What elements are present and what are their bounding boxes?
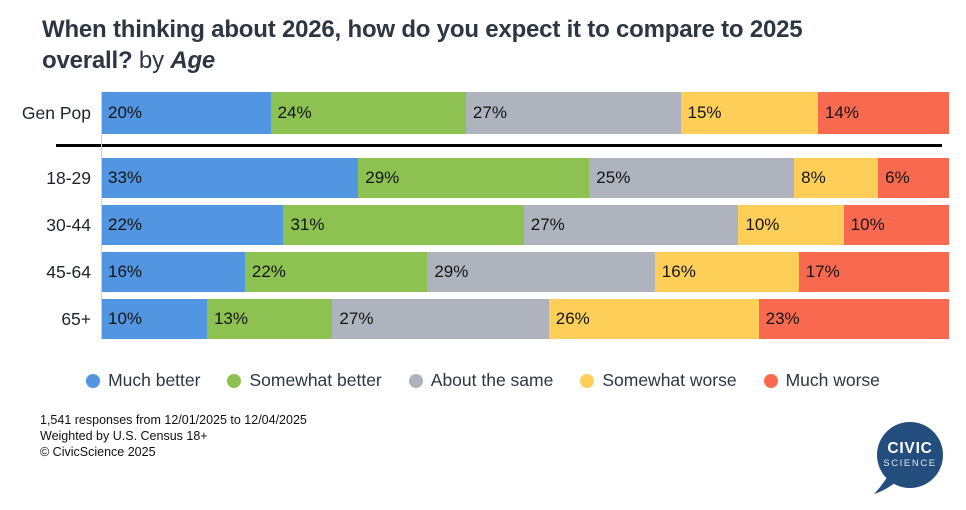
stacked-bar: 20% 24% 27% 15% 14% [101,92,949,134]
segment-value-label: 27% [530,215,565,234]
bar-segment-somewhat-better: 24% [270,92,466,134]
segment-value-label: 31% [290,215,325,234]
segment-value-label: 10% [745,215,780,234]
title-line1: When thinking about 2026, how do you exp… [42,16,803,43]
row-label: 45-64 [46,261,91,282]
bar-segment-somewhat-worse: 8% [794,158,879,198]
footnote: 1,541 responses from 12/01/2025 to 12/04… [40,412,966,460]
bar-row-18-29: 18-29 33% 29% 25% 8% 6% [0,158,949,198]
legend-label: Much worse [785,370,880,390]
segment-value-label: 15% [687,103,722,122]
segment-value-label: 27% [339,309,374,328]
segment-value-label: 29% [434,262,469,281]
title-question-end: overall? [42,47,133,74]
stacked-bar: 22% 31% 27% 10% 10% [101,205,949,245]
footnote-copyright: © CivicScience 2025 [40,445,156,459]
segment-value-label: 8% [801,168,826,187]
footnote-responses: 1,541 responses from 12/01/2025 to 12/04… [40,413,307,427]
title-breakdown: Age [170,47,216,74]
chart-title: When thinking about 2026, how do you exp… [42,14,926,76]
bar-segment-about-the-same: 25% [589,158,795,198]
bar-segment-much-worse: 6% [878,158,949,198]
legend-dot-icon [580,373,595,388]
bar-segment-much-better: 22% [101,205,284,245]
bar-segment-much-worse: 14% [817,92,949,134]
segment-value-label: 14% [824,103,859,122]
segment-value-label: 16% [661,262,696,281]
segment-value-label: 26% [555,309,590,328]
segment-value-label: 10% [850,215,885,234]
bar-segment-much-better: 33% [101,158,359,198]
y-axis-line [101,92,102,339]
civicscience-logo-bubble: CIVIC SCIENCE [874,422,943,494]
segment-value-label: 20% [108,103,143,122]
bar-segment-about-the-same: 29% [427,252,655,292]
bar-segment-somewhat-worse: 10% [738,205,844,245]
bar-segment-somewhat-better: 29% [358,158,590,198]
bar-row-65-: 65+ 10% 13% 27% 26% 23% [0,299,949,339]
segment-value-label: 22% [108,215,143,234]
bar-segment-much-worse: 17% [798,252,949,292]
title-connector: by [132,47,171,74]
segment-value-label: 6% [885,168,910,187]
footnote-weighting: Weighted by U.S. Census 18+ [40,429,208,443]
legend-item-much-better: Much better [86,370,200,391]
segment-value-label: 29% [365,168,400,187]
row-label: 65+ [61,308,91,329]
legend-dot-icon [86,373,101,388]
row-label: Gen Pop [21,102,91,123]
bar-segment-somewhat-worse: 26% [548,299,759,339]
legend-label: About the same [430,370,554,390]
row-label: 18-29 [46,167,91,188]
bar-segment-about-the-same: 27% [523,205,739,245]
genpop-separator-line [56,144,942,147]
segment-value-label: 10% [108,309,143,328]
bar-row-45-64: 45-64 16% 22% 29% 16% 17% [0,252,949,292]
segment-value-label: 22% [251,262,286,281]
legend-dot-icon [763,373,778,388]
stacked-bar-chart: Gen Pop 20% 24% 27% 15% 14% 18-29 33% 29% 25% 8% 6%… [0,92,949,339]
bar-segment-much-better: 20% [101,92,271,134]
chart-rows: Gen Pop 20% 24% 27% 15% 14% 18-29 33% 29% 25% 8% 6%… [0,92,949,339]
stacked-bar: 10% 13% 27% 26% 23% [101,299,949,339]
segment-value-label: 17% [805,262,840,281]
bar-segment-much-worse: 23% [758,299,949,339]
segment-value-label: 24% [277,103,312,122]
legend: Much better Somewhat better About the same… [0,370,966,391]
row-label: 30-44 [46,214,91,235]
bar-segment-somewhat-better: 31% [283,205,524,245]
legend-label: Much better [108,370,201,390]
civicscience-logo: CIVIC SCIENCE [862,416,948,502]
bar-row-gen-pop: Gen Pop 20% 24% 27% 15% 14% [0,92,949,134]
chart-page: When thinking about 2026, how do you exp… [0,14,966,510]
segment-value-label: 23% [765,309,800,328]
legend-label: Somewhat worse [602,370,737,390]
bar-segment-somewhat-better: 13% [206,299,333,339]
legend-item-somewhat-better: Somewhat better [227,370,382,391]
bar-segment-somewhat-worse: 15% [680,92,818,134]
legend-item-much-worse: Much worse [763,370,880,391]
logo-text-civic: CIVIC [887,440,932,457]
bar-segment-about-the-same: 27% [332,299,549,339]
stacked-bar: 16% 22% 29% 16% 17% [101,252,949,292]
legend-dot-icon [408,373,423,388]
legend-item-somewhat-worse: Somewhat worse [580,370,737,391]
legend-label: Somewhat better [249,370,382,390]
bar-row-30-44: 30-44 22% 31% 27% 10% 10% [0,205,949,245]
segment-value-label: 33% [108,168,143,187]
segment-value-label: 16% [108,262,143,281]
bar-segment-much-better: 10% [101,299,207,339]
logo-text-science: SCIENCE [883,458,936,469]
stacked-bar: 33% 29% 25% 8% 6% [101,158,949,198]
segment-value-label: 13% [213,309,248,328]
legend-item-about-the-same: About the same [408,370,554,391]
segment-value-label: 25% [596,168,631,187]
bar-segment-somewhat-worse: 16% [654,252,799,292]
bar-segment-somewhat-better: 22% [244,252,428,292]
segment-value-label: 27% [472,103,507,122]
bar-segment-about-the-same: 27% [465,92,681,134]
bar-segment-much-worse: 10% [843,205,949,245]
bar-segment-much-better: 16% [101,252,245,292]
legend-dot-icon [227,373,242,388]
